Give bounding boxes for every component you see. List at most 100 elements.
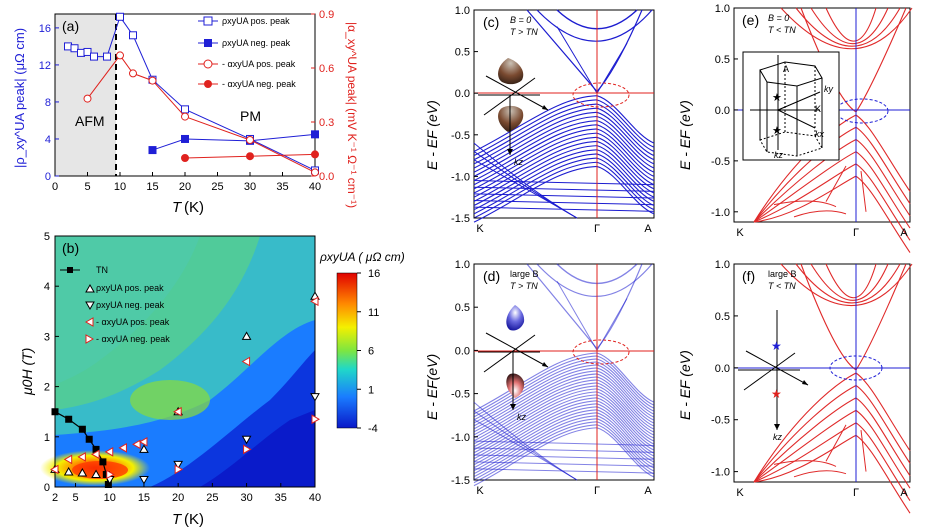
d-y-ticks: 1.0 0.5 0.0 -0.5 -1.0 -1.5	[451, 259, 478, 487]
c-xtick-label: K	[476, 223, 484, 235]
panel-d-label: (d)	[483, 268, 500, 284]
svg-text:★: ★	[771, 339, 782, 353]
band-line	[860, 430, 867, 472]
panel-b-label: (b)	[62, 240, 79, 256]
a-y-ticks: 0 4 8 12 16	[39, 23, 59, 183]
legend-b-3: - αxyUA pos. peak	[96, 317, 170, 327]
b-xtick-label: 2	[52, 492, 58, 504]
f-ytick-label: -0.5	[711, 415, 730, 427]
afm-label: AFM	[75, 113, 105, 129]
a-ytick-label: 16	[39, 23, 51, 35]
band-line	[473, 440, 655, 446]
b-legend: TN ρxyUA pos. peak ρxyUA neg. peak - αxy…	[60, 265, 170, 344]
cbar-tick-label: -4	[368, 423, 378, 435]
a-ytick-right-label: 0.9	[319, 9, 334, 21]
band-line	[855, 151, 911, 229]
band-line	[825, 165, 847, 202]
band-line	[473, 206, 655, 212]
e-ytick-label: 0.0	[715, 105, 730, 117]
a-series-2-point	[83, 94, 92, 103]
legend-a-2: - αxyUA pos. peak	[222, 59, 296, 69]
colorbar-ticks: 16 11 6 1 -4	[357, 268, 380, 435]
a-xtick-label: 5	[84, 181, 90, 193]
b-series	[49, 291, 321, 488]
b-series-3-point	[49, 464, 59, 475]
b-series-3-point	[241, 356, 251, 367]
a-y-ticks-right: 0.0 0.3 0.6 0.9	[311, 9, 334, 183]
svg-text:★: ★	[772, 92, 782, 104]
a-series-0-point	[116, 12, 124, 21]
afm-region	[55, 14, 116, 176]
a-series-0-point	[77, 48, 85, 57]
cbar-tick-label: 16	[368, 268, 380, 280]
band-line	[473, 161, 655, 219]
b-series-1-point	[63, 466, 74, 476]
f-xtick-label: A	[900, 487, 908, 499]
band-line	[855, 139, 911, 217]
f-ytick-label: 1.0	[715, 259, 730, 271]
f-xtick-label: Γ	[853, 487, 859, 499]
a-x-ticks: 0 5 10 15 20 25 30 35 40	[52, 172, 321, 193]
band-line	[473, 120, 655, 177]
b-series-0-point	[85, 435, 93, 443]
e-xtick-label: A	[900, 227, 908, 239]
f-ylabel: E - EF (eV)	[677, 350, 693, 420]
a-xtick-label: 15	[146, 181, 158, 193]
a-series-1-point	[181, 134, 189, 143]
a-xtick-label: 30	[244, 181, 256, 193]
band-line	[793, 470, 847, 478]
b-xtick-label: 25	[206, 492, 218, 504]
a-xlabel: T	[172, 199, 183, 216]
d-xtick-label: A	[644, 485, 652, 497]
panel-c-label: (c)	[483, 14, 499, 30]
band-line	[825, 263, 877, 299]
b-ytick-label: 1	[44, 432, 50, 444]
d-xtick-label: K	[476, 485, 484, 497]
d-ytick-label: 0.0	[455, 345, 470, 357]
bz-label-ky: ky	[824, 84, 834, 94]
a-ytick-right-label: 0.3	[319, 117, 334, 129]
b-series-4-point	[243, 444, 252, 455]
d-ytick-label: -1.5	[451, 475, 470, 487]
legend-a-1: ρxyUA neg. peak	[222, 38, 291, 48]
band-line	[753, 384, 857, 483]
b-xtick-label: 5	[72, 492, 78, 504]
panel-f-label: (f)	[742, 268, 755, 284]
a-series-2-point	[246, 136, 254, 144]
b-xtick-label: 35	[275, 492, 287, 504]
b-series-2-point	[310, 393, 320, 402]
a-series-2-point	[311, 168, 319, 177]
b-series-0-point	[65, 415, 73, 423]
c-line1: B = 0	[510, 15, 531, 25]
b-series-2-point	[241, 435, 252, 445]
b-x-ticks: 2 5 10 15 20 25 30 35 40	[52, 483, 321, 504]
c-y-ticks: 1.0 0.5 0.0 -0.5 -1.0 -1.5	[451, 5, 478, 225]
band-line	[473, 140, 655, 198]
band-line	[855, 372, 911, 452]
b-xtick-label: 30	[240, 492, 252, 504]
axes-inset-f: ★ ★ kz	[738, 310, 809, 442]
b-xtick-label: 40	[309, 492, 321, 504]
b-y-ticks: 0 1 2 3 4 5	[44, 231, 59, 494]
f-xtick-label: K	[736, 487, 744, 499]
b-series-3-point	[132, 439, 141, 450]
b-series-3-point	[63, 454, 73, 465]
f-line2: T < TN	[768, 281, 796, 291]
e-y-ticks: 1.0 0.5 0.0 -0.5 -1.0	[711, 3, 738, 219]
c-xtick-label: Γ	[594, 223, 600, 235]
b-series-3-point	[173, 406, 182, 417]
band-line	[473, 193, 655, 199]
band-line	[825, 424, 847, 462]
band-line	[855, 397, 911, 477]
a-series-0-point	[181, 105, 189, 114]
band-line	[473, 454, 655, 460]
c-ytick-label: -0.5	[451, 130, 470, 142]
e-ytick-label: -1.0	[711, 207, 730, 219]
panel-e: (e) B = 0 T < TN ★ ★ A K ky kx kz 1.0 0.5…	[677, 3, 913, 253]
band-line	[855, 385, 911, 464]
